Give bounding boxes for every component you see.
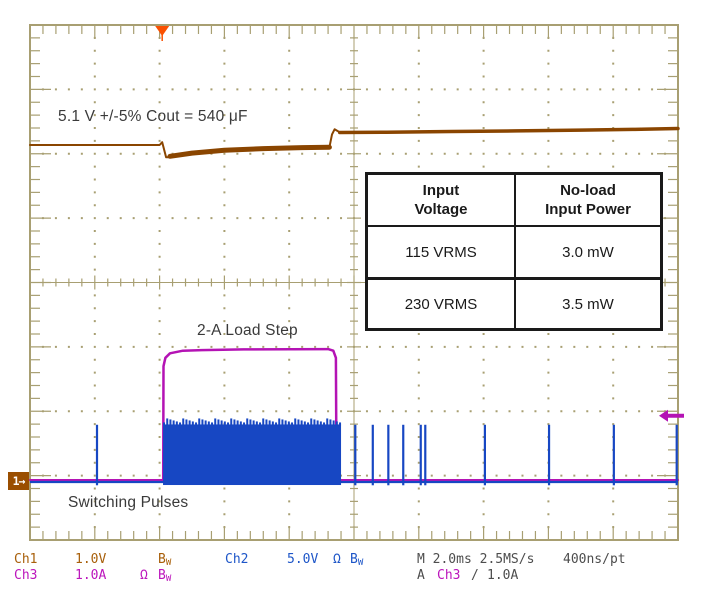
table-cell-115vrms: 115 VRMS [368, 225, 514, 277]
table-header-no-load-power: No-load Input Power [514, 175, 660, 225]
timebase-readout: M 2.0ms 2.5MS/s [417, 552, 535, 567]
table-header-input-voltage: Input Voltage [414, 182, 468, 218]
ch1-ground-marker: 1→ [8, 472, 29, 490]
table-cell-3mw: 3.0 mW [514, 225, 660, 277]
ch1-output-voltage-label: 5.1 V +/-5% Cout = 540 μF [58, 108, 248, 125]
ch3-ohm-icon: Ω [140, 568, 148, 583]
ch3-bandwidth-badge: BW [158, 568, 172, 584]
ch1-channel-label: Ch1 [14, 552, 38, 567]
ch3-position-arrow-icon [659, 409, 684, 422]
ch2-switching-pulses-label: Switching Pulses [68, 494, 189, 511]
table-cell-230vrms: 230 VRMS [368, 277, 514, 328]
trigger-source-readout: Ch3 [437, 568, 461, 583]
ch2-ohm-icon: Ω [333, 552, 341, 567]
no-load-input-power-table: Input Voltage No-load Input Power 115 VR… [365, 172, 663, 331]
trigger-mode-readout: A [417, 568, 425, 583]
ch1-scale-readout: 1.0V [75, 552, 107, 567]
table-cell-3p5mw: 3.5 mW [514, 277, 660, 328]
trigger-slope-icon: / [471, 568, 479, 583]
ch3-channel-label: Ch3 [14, 568, 38, 583]
ch2-bandwidth-badge: BW [350, 552, 364, 568]
ch1-bandwidth-badge: BW [158, 552, 172, 568]
resolution-readout: 400ns/pt [563, 552, 626, 567]
ch3-load-step-label: 2-A Load Step [197, 322, 298, 339]
ch3-scale-readout: 1.0A [75, 568, 107, 583]
ch2-scale-readout: 5.0V [287, 552, 319, 567]
ch2-channel-label: Ch2 [225, 552, 249, 567]
trigger-position-icon [155, 26, 170, 36]
trigger-level-readout: 1.0A [487, 568, 519, 583]
